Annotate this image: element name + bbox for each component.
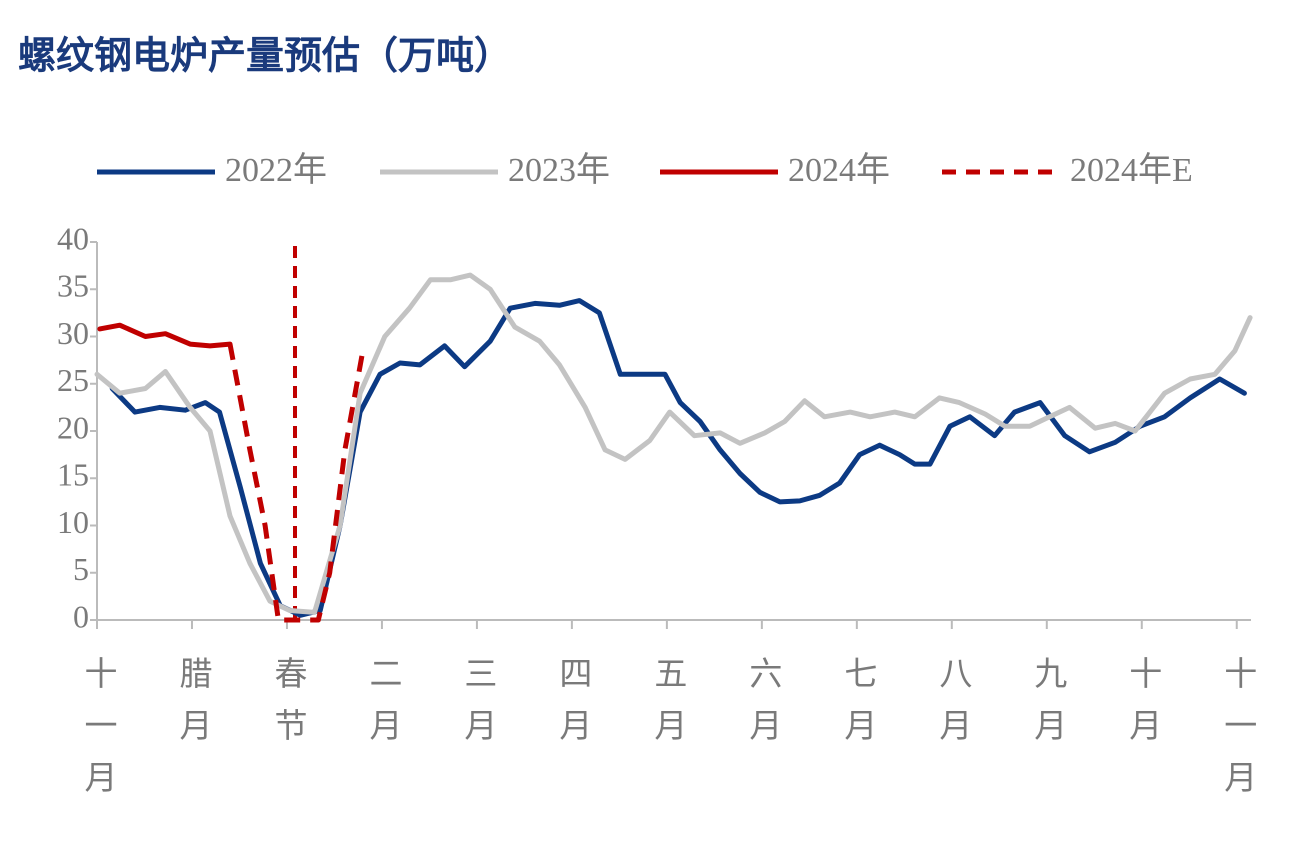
x-tick-label: 三月 bbox=[458, 656, 495, 760]
y-tick-label: 30 bbox=[57, 315, 89, 351]
y-tick-label: 10 bbox=[57, 504, 89, 540]
series-line bbox=[97, 322, 233, 349]
series-line bbox=[109, 298, 1247, 618]
x-tick-label: 十月 bbox=[1123, 656, 1160, 760]
chart-title: 螺纹钢电炉产量预估（万吨） bbox=[18, 36, 512, 78]
x-tick-label: 十一月 bbox=[79, 656, 115, 812]
x-tick-label: 六月 bbox=[743, 656, 780, 760]
x-tick-label: 春节 bbox=[268, 656, 305, 760]
y-tick-label: 20 bbox=[57, 409, 89, 445]
y-tick-label: 15 bbox=[57, 457, 89, 493]
x-tick-label: 八月 bbox=[933, 656, 970, 760]
y-tick-label: 35 bbox=[57, 268, 89, 304]
x-tick-label: 七月 bbox=[838, 656, 875, 760]
y-tick-label: 25 bbox=[57, 362, 89, 398]
x-tick-label: 十一月 bbox=[1218, 656, 1255, 812]
x-tick-label: 腊月 bbox=[173, 656, 210, 760]
legend-label: 2024年 bbox=[788, 151, 890, 189]
legend-label: 2023年 bbox=[508, 151, 610, 189]
legend-label: 2022年 bbox=[225, 151, 327, 189]
y-tick-label: 40 bbox=[57, 220, 89, 256]
y-tick-label: 0 bbox=[73, 598, 89, 634]
x-tick-label: 九月 bbox=[1028, 656, 1065, 760]
x-tick-label: 四月 bbox=[553, 656, 590, 760]
y-tick-label: 5 bbox=[73, 551, 89, 587]
legend-label: 2024年E bbox=[1070, 151, 1193, 189]
x-tick-label: 二月 bbox=[363, 656, 400, 760]
series-line bbox=[227, 343, 365, 623]
series-line bbox=[94, 272, 1253, 615]
x-tick-label: 五月 bbox=[648, 656, 685, 760]
